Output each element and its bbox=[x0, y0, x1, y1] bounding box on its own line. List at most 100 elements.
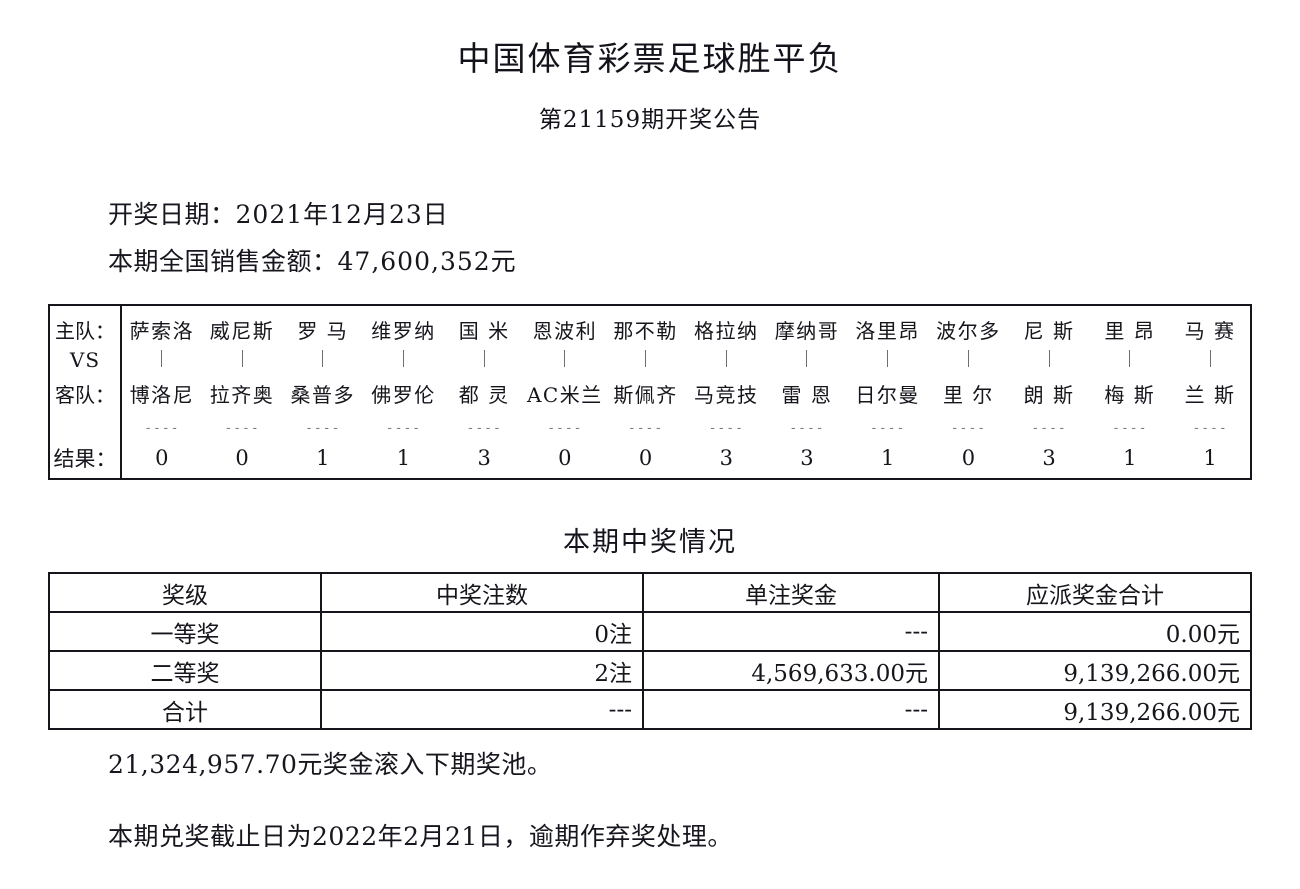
vs-separator-cell bbox=[605, 347, 686, 373]
match-result-value: 1 bbox=[1123, 445, 1137, 470]
dash-separator: ---- bbox=[305, 421, 341, 436]
vs-bar-icon bbox=[967, 350, 969, 367]
away-team-name: 斯佩齐 bbox=[613, 382, 678, 407]
home-team-cell: 罗 马 bbox=[282, 305, 363, 347]
home-team-name: 格拉纳 bbox=[694, 319, 759, 343]
dash-separator: ---- bbox=[1192, 421, 1228, 436]
dash-separator: ---- bbox=[1031, 421, 1067, 436]
dash-separator-cell: ---- bbox=[525, 413, 606, 437]
match-result-value: 0 bbox=[558, 445, 572, 470]
match-result-value: 0 bbox=[235, 445, 249, 470]
match-result-cell: 0 bbox=[525, 437, 606, 479]
away-team-name: 雷 恩 bbox=[781, 382, 833, 407]
result-row-label: 结果： bbox=[49, 437, 122, 479]
dash-separator: ---- bbox=[144, 421, 180, 436]
draw-info-block: 开奖日期：2021年12月23日 本期全国销售金额：47,600,352元 bbox=[0, 134, 1300, 274]
away-team-name: 里 尔 bbox=[942, 382, 994, 407]
vs-bar-icon bbox=[241, 350, 243, 367]
vs-separator-cell bbox=[847, 347, 928, 373]
prize-single-amount-cell: --- bbox=[642, 689, 940, 730]
prize-total-amount-cell: 0.00元 bbox=[938, 611, 1252, 652]
home-team-cell: 那不勒 bbox=[605, 305, 686, 347]
dash-separator-cell: ---- bbox=[767, 413, 848, 437]
away-team-cell: 马竞技 bbox=[686, 373, 767, 413]
vs-separator-cell bbox=[928, 347, 1009, 373]
match-result-value: 1 bbox=[880, 445, 895, 470]
match-result-value: 3 bbox=[800, 445, 814, 470]
home-team-name: 波尔多 bbox=[936, 319, 1001, 343]
match-result-value: 1 bbox=[1203, 445, 1217, 470]
home-team-cell: 萨索洛 bbox=[121, 305, 202, 347]
home-team-cell: 格拉纳 bbox=[686, 305, 767, 347]
prize-table-row: 一等奖 0注 --- 0.00元 bbox=[48, 611, 1252, 652]
prize-single-amount-cell: --- bbox=[642, 611, 940, 652]
match-results-table: 主队： 萨索洛 威尼斯罗 马维罗纳国 米恩波利 那不勒 格拉纳 摩纳哥 洛里昂 波尔多尼 斯… bbox=[48, 304, 1252, 480]
prize-grade-cell: 合计 bbox=[48, 689, 322, 730]
result-row: 结果： 0 0 1 1 3 0 0 3 3 1 0 3 1 1 bbox=[49, 437, 1251, 479]
prize-col-single: 单注奖金 bbox=[642, 572, 940, 613]
match-result-value: 3 bbox=[719, 445, 733, 470]
prize-count-cell: 0注 bbox=[320, 611, 644, 652]
away-team-cell: 日尔曼 bbox=[847, 373, 928, 413]
home-team-cell: 维罗纳 bbox=[363, 305, 444, 347]
home-team-name: 恩波利 bbox=[532, 319, 598, 343]
vs-separator-cell bbox=[202, 347, 283, 373]
home-team-cell: 尼 斯 bbox=[1009, 305, 1090, 347]
match-result-cell: 3 bbox=[1009, 437, 1090, 479]
home-team-name: 摩纳哥 bbox=[774, 319, 840, 343]
vs-separator-cell bbox=[1089, 347, 1170, 373]
dash-separator-cell: ---- bbox=[928, 413, 1009, 437]
draw-date-value: 2021年12月23日 bbox=[235, 200, 449, 229]
match-result-cell: 3 bbox=[767, 437, 848, 479]
dash-separator-row: ---- ---- ---- ---- ---- ---- ---- ---- ---- ----… bbox=[49, 413, 1251, 437]
prize-count-cell: 2注 bbox=[320, 650, 644, 691]
vs-separator-cell bbox=[767, 347, 848, 373]
away-team-name: 都 灵 bbox=[458, 382, 510, 407]
away-team-name: 梅 斯 bbox=[1104, 382, 1156, 407]
away-team-name: 朗 斯 bbox=[1023, 382, 1075, 407]
dash-separator-cell: ---- bbox=[1009, 413, 1090, 437]
match-result-cell: 0 bbox=[202, 437, 283, 479]
match-result-cell: 1 bbox=[363, 437, 444, 479]
away-team-name: 佛罗伦 bbox=[371, 382, 436, 407]
vs-bar-icon bbox=[725, 350, 727, 367]
home-team-cell: 马 赛 bbox=[1170, 305, 1251, 347]
dash-separator: ---- bbox=[870, 421, 906, 436]
dash-row-label bbox=[49, 413, 122, 437]
away-team-row-label: 客队： bbox=[49, 373, 122, 413]
dash-separator-cell: ---- bbox=[686, 413, 767, 437]
vs-separator-cell bbox=[525, 347, 606, 373]
prize-single-amount-cell: 4,569,633.00元 bbox=[642, 650, 940, 691]
dash-separator: ---- bbox=[1112, 421, 1148, 436]
away-team-name: 桑普多 bbox=[290, 382, 355, 407]
home-team-name: 尼 斯 bbox=[1023, 319, 1075, 343]
vs-bar-icon bbox=[322, 350, 324, 367]
draw-date-label: 开奖日期： bbox=[108, 200, 236, 229]
dash-separator-cell: ---- bbox=[282, 413, 363, 437]
vs-separator-cell bbox=[1009, 347, 1090, 373]
match-result-cell: 1 bbox=[1170, 437, 1251, 479]
dash-separator: ---- bbox=[466, 421, 502, 436]
match-result-value: 1 bbox=[316, 445, 330, 470]
match-result-cell: 0 bbox=[605, 437, 686, 479]
vs-separator-cell bbox=[282, 347, 363, 373]
vs-bar-icon bbox=[645, 350, 647, 367]
vs-separator-cell bbox=[686, 347, 767, 373]
away-team-name: 博洛尼 bbox=[129, 382, 195, 407]
home-team-name: 洛里昂 bbox=[855, 319, 920, 343]
match-result-cell: 3 bbox=[444, 437, 525, 479]
dash-separator-cell: ---- bbox=[121, 413, 202, 437]
vs-separator-cell bbox=[1170, 347, 1251, 373]
vs-separator-cell bbox=[444, 347, 525, 373]
dash-separator-cell: ---- bbox=[1089, 413, 1170, 437]
home-team-name: 里 昂 bbox=[1104, 319, 1156, 343]
away-team-cell: 斯佩齐 bbox=[605, 373, 686, 413]
prize-total-amount-cell: 9,139,266.00元 bbox=[938, 689, 1252, 730]
home-team-row-label: 主队： bbox=[49, 305, 122, 347]
home-team-name: 那不勒 bbox=[613, 319, 678, 343]
home-team-name: 萨索洛 bbox=[129, 319, 195, 343]
draw-date-line: 开奖日期：2021年12月23日 bbox=[108, 202, 1300, 227]
vs-separator-cell bbox=[121, 347, 202, 373]
home-team-cell: 国 米 bbox=[444, 305, 525, 347]
